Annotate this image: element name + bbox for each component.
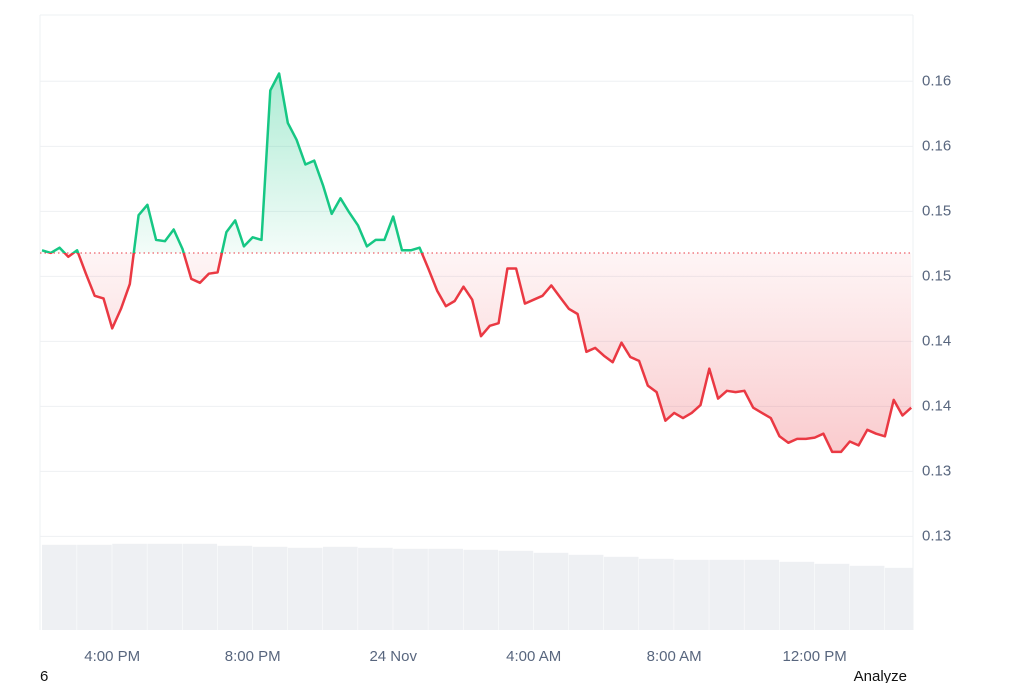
volume-bar <box>147 543 182 630</box>
x-tick-label: 12:00 PM <box>783 648 847 665</box>
y-tick-label: 0.14 <box>922 332 951 349</box>
footer-left: 6 <box>40 668 48 683</box>
x-tick-label: 24 Nov <box>369 648 417 665</box>
volume-bar <box>252 546 288 630</box>
volume-bar <box>428 548 463 630</box>
y-tick-label: 0.13 <box>922 462 951 479</box>
volume-bar <box>217 545 253 630</box>
volume-bar <box>182 543 218 630</box>
volume-bar <box>849 565 885 630</box>
price-area <box>42 73 912 452</box>
x-tick-label: 4:00 PM <box>84 648 140 665</box>
volume-bar <box>42 544 77 630</box>
price-line <box>41 72 913 454</box>
volume-bar <box>112 543 147 630</box>
volume-bar <box>533 552 569 630</box>
footer-right[interactable]: Analyze <box>854 668 907 685</box>
volume-bar <box>603 556 639 630</box>
volume-bar <box>884 567 913 630</box>
y-tick-label: 0.16 <box>922 137 951 154</box>
y-tick-label: 0.13 <box>922 527 951 544</box>
volume-bar <box>814 563 850 630</box>
volume-bar <box>709 559 744 630</box>
volume-bar <box>568 554 604 630</box>
volume-bar <box>779 561 815 630</box>
y-tick-label: 0.14 <box>922 397 951 414</box>
y-tick-label: 0.15 <box>922 202 951 219</box>
x-tick-label: 8:00 PM <box>225 648 281 665</box>
x-tick-label: 4:00 AM <box>506 648 561 665</box>
volume-bar <box>287 547 323 630</box>
volume-bar <box>463 549 499 630</box>
y-tick-label: 0.15 <box>922 267 951 284</box>
volume-bar <box>358 547 393 630</box>
volume-bar <box>393 548 428 630</box>
volume-bar <box>498 550 534 630</box>
volume-bar <box>744 559 780 630</box>
frame <box>39 14 914 630</box>
volume-bar <box>639 558 674 630</box>
volume-bar <box>674 559 709 630</box>
y-tick-label: 0.16 <box>922 72 951 89</box>
volume-bar <box>322 546 358 630</box>
volume-bar <box>77 544 112 630</box>
x-tick-label: 8:00 AM <box>647 648 702 665</box>
